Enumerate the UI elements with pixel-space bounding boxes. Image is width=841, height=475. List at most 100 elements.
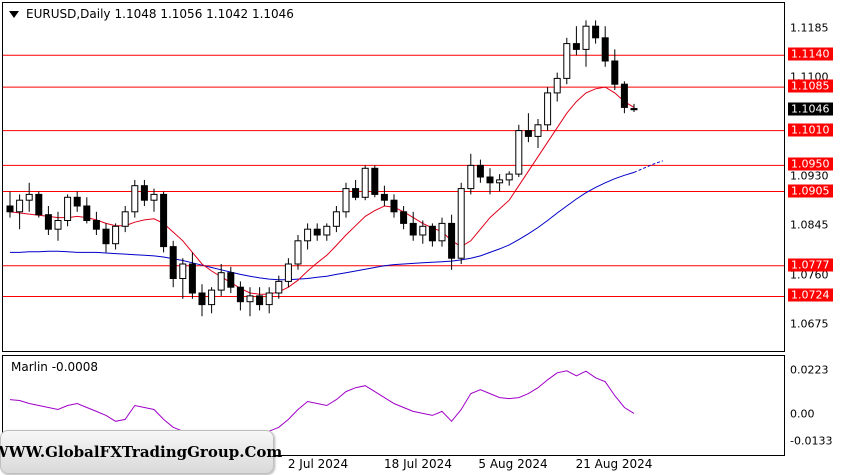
candle-body-bear — [601, 37, 609, 62]
candle-body-bull — [217, 272, 225, 291]
price-chart-canvas — [3, 20, 784, 317]
candle-body-bear — [256, 295, 264, 306]
candle-body-bull — [150, 193, 158, 201]
candle-body-bull — [563, 43, 571, 79]
candle-body-bull — [25, 193, 33, 201]
candle-body-bear — [83, 205, 91, 221]
candle-body-bull — [553, 77, 561, 94]
level-price-label: 1.0950 — [788, 157, 833, 171]
candle-body-bear — [35, 193, 43, 216]
candle-body-bull — [16, 199, 24, 213]
candle-body-bull — [457, 188, 465, 259]
candle-body-bear — [6, 205, 14, 213]
level-price-label: 1.1140 — [788, 47, 833, 61]
candle-body-bull — [121, 211, 129, 227]
candle-body-bull — [438, 222, 446, 242]
price-chart-panel[interactable]: EURUSD,Daily 1.1048 1.1056 1.1042 1.1046 — [2, 2, 785, 352]
level-price-label: 1.1010 — [788, 123, 833, 137]
candle-body-bull — [496, 179, 504, 184]
time-tick-label: 5 Aug 2024 — [478, 457, 548, 471]
indicator-label: Marlin -0.0008 — [11, 360, 99, 374]
candle-body-bear — [44, 214, 52, 230]
candle-body-bear — [428, 225, 436, 242]
candle-body-bull — [342, 188, 350, 213]
price-axis[interactable]: 1.11851.11001.10101.09301.08451.07601.06… — [784, 2, 841, 350]
candle-body-bear — [611, 60, 619, 85]
price-tick-label: 1.0760 — [790, 268, 829, 282]
candle-body-bear — [371, 167, 379, 195]
candle-body-bull — [294, 240, 302, 265]
candle-body-bull — [361, 167, 369, 198]
candle-body-bull — [534, 124, 542, 137]
candle-body-bear — [486, 176, 494, 184]
indicator-tick-label: -0.0133 — [790, 434, 833, 448]
candle-body-bear — [620, 83, 628, 108]
candle-body-bull — [265, 292, 273, 306]
watermark-text: WWW.GlobalFXTradingGroup.Com — [0, 443, 283, 461]
candle-body-bear — [572, 43, 580, 50]
slow-ma-projection — [633, 160, 663, 173]
candle-body-bull — [505, 173, 513, 181]
candle-body-bull — [304, 228, 312, 242]
candle-body-bull — [131, 185, 139, 213]
candle-body-bear — [188, 263, 196, 294]
symbol-label: EURUSD,Daily — [26, 7, 111, 21]
candle-body-bear — [313, 228, 321, 236]
level-price-label: 1.0905 — [788, 184, 833, 197]
candle-body-bear — [236, 286, 244, 303]
fast-ma-line — [9, 86, 635, 295]
candle-body-bear — [630, 108, 638, 111]
price-tick-label: 1.0930 — [790, 169, 829, 183]
level-price-label: 1.1085 — [788, 79, 833, 93]
candle-body-bull — [332, 211, 340, 227]
candle-body-bear — [160, 193, 168, 248]
price-tick-label: 1.1185 — [790, 21, 829, 35]
dropdown-triangle-icon[interactable] — [9, 10, 19, 18]
candle-body-bull — [419, 225, 427, 236]
level-price-label: 1.0724 — [788, 288, 833, 302]
time-tick-label: 21 Aug 2024 — [575, 457, 653, 471]
candle-body-bear — [227, 272, 235, 288]
candle-body-bull — [112, 225, 120, 245]
chart-header: EURUSD,Daily 1.1048 1.1056 1.1042 1.1046 — [9, 7, 294, 21]
candle-body-bull — [323, 225, 331, 236]
candle-body-bull — [246, 295, 254, 303]
candle-body-bear — [448, 222, 456, 259]
indicator-axis[interactable]: 0.0223 0.00 -0.0133 — [784, 355, 841, 454]
current-price-label: 1.1046 — [788, 102, 833, 116]
candle-body-bull — [64, 196, 72, 222]
watermark-logo: WWW.GlobalFXTradingGroup.Com — [0, 430, 282, 474]
candle-body-bull — [275, 280, 283, 294]
candle-body-bull — [208, 289, 216, 306]
candle-body-bear — [390, 199, 398, 213]
candle-body-bear — [92, 220, 100, 230]
candle-body-bull — [582, 25, 590, 50]
indicator-tick-label: 0.00 — [790, 407, 815, 421]
candle-body-bear — [169, 246, 177, 280]
marlin-oscillator-line — [9, 370, 635, 440]
candle-body-bear — [592, 25, 600, 39]
level-price-label: 1.0777 — [788, 258, 833, 272]
candle-body-bear — [198, 292, 206, 306]
candle-body-bull — [544, 92, 552, 126]
slow-ma-line — [10, 171, 635, 281]
price-tick-label: 1.0675 — [790, 317, 829, 331]
candle-body-bear — [352, 188, 360, 198]
candle-body-bear — [102, 228, 110, 245]
candle-body-bear — [400, 211, 408, 224]
indicator-canvas — [9, 370, 635, 440]
candle-body-bear — [140, 185, 148, 201]
candle-body-bull — [54, 220, 62, 230]
time-tick-label: 18 Jul 2024 — [384, 457, 452, 471]
candle-body-bull — [284, 263, 292, 282]
candle-body-bear — [380, 193, 388, 201]
candle-body-bull — [179, 263, 187, 279]
candle-body-bear — [476, 164, 484, 178]
price-tick-label: 1.0845 — [790, 218, 829, 232]
candle-body-bear — [524, 130, 532, 137]
candle-body-bull — [515, 130, 523, 175]
candle-body-bull — [467, 164, 475, 190]
indicator-tick-label: 0.0223 — [790, 363, 829, 377]
time-tick-label: 2 Jul 2024 — [287, 457, 349, 471]
